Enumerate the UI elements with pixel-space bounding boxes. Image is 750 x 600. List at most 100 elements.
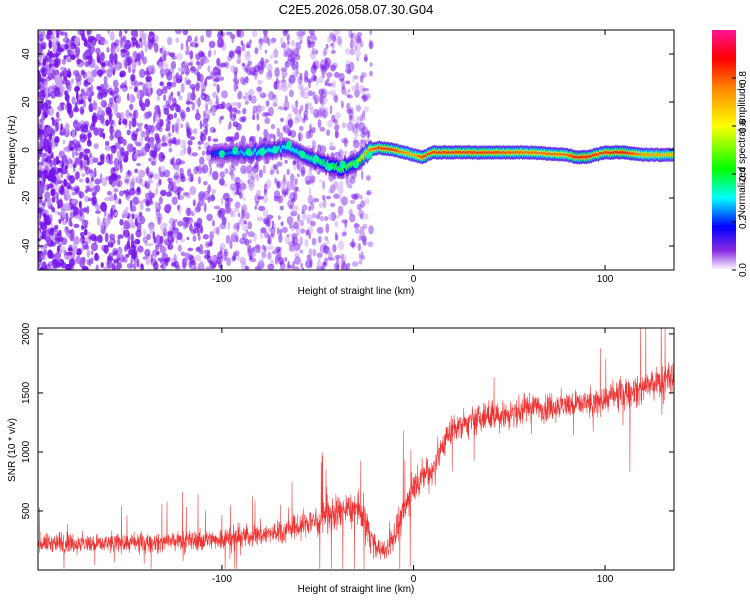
noise-speck — [136, 239, 141, 245]
noise-speck — [212, 82, 219, 87]
noise-speck — [38, 70, 41, 75]
noise-speck — [52, 36, 60, 44]
noise-speck — [110, 167, 116, 176]
noise-speck — [329, 105, 333, 115]
noise-speck — [153, 261, 159, 270]
noise-speck — [347, 88, 351, 93]
noise-speck — [301, 211, 307, 221]
noise-speck — [293, 107, 299, 115]
noise-speck — [323, 47, 328, 56]
noise-speck — [45, 226, 52, 231]
noise-speck — [277, 227, 280, 235]
noise-speck — [316, 252, 323, 258]
noise-speck — [273, 48, 279, 59]
noise-speck — [72, 205, 79, 215]
noise-speck — [339, 180, 344, 189]
noise-speck — [329, 89, 337, 96]
noise-speck — [305, 229, 308, 237]
noise-speck — [354, 35, 362, 44]
noise-speck — [43, 138, 49, 148]
noise-speck — [326, 72, 333, 78]
noise-speck — [116, 150, 122, 158]
noise-speck — [56, 196, 59, 206]
noise-speck — [249, 39, 252, 45]
noise-speck — [119, 111, 125, 120]
noise-speck — [297, 161, 301, 171]
noise-speck — [291, 197, 296, 203]
noise-speck — [349, 39, 354, 50]
noise-speck — [168, 147, 173, 153]
noise-speck — [368, 38, 372, 48]
noise-speck — [197, 62, 202, 70]
noise-speck — [236, 58, 241, 65]
noise-speck — [197, 140, 205, 145]
noise-speck — [252, 105, 258, 114]
noise-speck — [175, 30, 182, 35]
noise-speck — [99, 115, 105, 123]
colorbar-label: Normalized spectral amplitude — [737, 82, 748, 217]
noise-speck — [180, 251, 186, 257]
noise-speck — [113, 250, 118, 256]
noise-speck — [347, 70, 352, 75]
noise-speck — [351, 242, 357, 249]
noise-speck — [348, 209, 353, 216]
noise-speck — [126, 143, 134, 153]
noise-speck — [56, 245, 60, 253]
noise-speck — [337, 240, 345, 251]
noise-speck — [94, 167, 97, 178]
noise-speck — [38, 213, 41, 219]
noise-speck — [295, 61, 299, 71]
noise-speck — [73, 223, 80, 228]
noise-speck — [301, 89, 304, 97]
noise-speck — [266, 100, 270, 107]
noise-speck — [103, 244, 109, 254]
noise-speck — [261, 251, 267, 259]
noise-speck — [51, 154, 54, 159]
noise-speck — [147, 179, 154, 184]
noise-speck — [361, 213, 369, 220]
noise-speck — [256, 172, 259, 182]
noise-speck — [209, 70, 214, 80]
noise-speck — [90, 250, 94, 255]
x-tick-label: 100 — [597, 574, 614, 585]
noise-speck — [259, 44, 263, 51]
noise-speck — [98, 40, 101, 45]
noise-speck — [157, 257, 165, 262]
noise-speck — [181, 257, 188, 267]
noise-speck — [346, 108, 352, 114]
noise-speck — [276, 249, 282, 259]
noise-speck — [353, 222, 360, 230]
noise-speck — [84, 50, 91, 57]
noise-speck — [329, 32, 335, 40]
noise-speck — [239, 216, 244, 224]
noise-speck — [143, 228, 147, 238]
noise-speck — [127, 93, 130, 101]
noise-speck — [279, 205, 284, 211]
noise-speck — [227, 221, 231, 230]
noise-speck — [209, 165, 213, 175]
noise-speck — [53, 64, 59, 68]
noise-speck — [344, 220, 348, 229]
noise-speck — [104, 217, 111, 225]
noise-speck — [159, 245, 167, 254]
noise-speck — [325, 91, 330, 95]
noise-speck — [39, 56, 42, 64]
noise-speck — [270, 233, 274, 238]
noise-speck — [67, 49, 74, 57]
noise-speck — [324, 80, 328, 86]
noise-speck — [41, 93, 46, 98]
noise-speck — [182, 220, 188, 227]
noise-speck — [167, 231, 173, 237]
noise-speck — [134, 58, 138, 63]
noise-speck — [163, 51, 167, 61]
noise-speck — [309, 257, 313, 268]
noise-speck — [68, 265, 75, 270]
noise-speck — [193, 221, 198, 227]
noise-speck — [333, 262, 340, 270]
noise-speck — [110, 153, 113, 161]
noise-speck — [263, 189, 267, 196]
noise-speck — [270, 38, 274, 45]
noise-speck — [257, 195, 265, 200]
noise-speck — [59, 85, 65, 95]
y-tick-label: 1000 — [21, 440, 32, 463]
